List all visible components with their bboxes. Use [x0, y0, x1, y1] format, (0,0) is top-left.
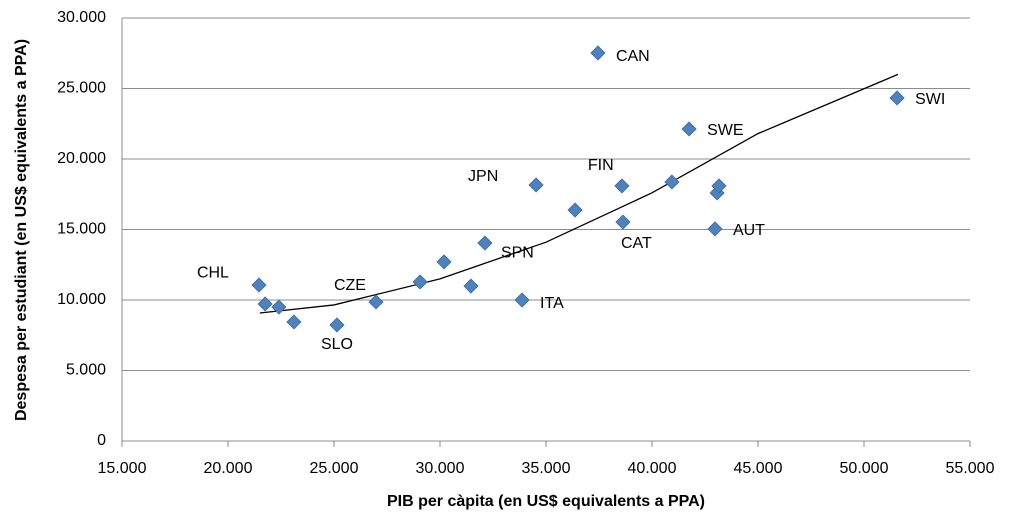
scatter-point [590, 45, 606, 61]
point-label: CHL [197, 264, 229, 281]
scatter-point [329, 317, 345, 333]
point-label: SWI [915, 91, 945, 108]
point-label: SLO [321, 336, 353, 353]
x-tick-label: 50.000 [840, 460, 889, 477]
scatter-point [889, 90, 905, 106]
x-tick-label: 35.000 [522, 460, 571, 477]
scatter-point [567, 202, 583, 218]
y-tick-label: 10.000 [57, 291, 106, 308]
scatter-point [681, 121, 697, 137]
y-tick-label: 30.000 [57, 9, 106, 26]
scatter-point [436, 254, 452, 270]
x-tick-label: 45.000 [734, 460, 783, 477]
scatter-point [271, 299, 287, 315]
x-tick-label: 40.000 [628, 460, 677, 477]
x-tick-label: 20.000 [204, 460, 253, 477]
scatter-point [368, 294, 384, 310]
point-label: SWE [707, 122, 743, 139]
scatter-point [664, 174, 680, 190]
scatter-point [711, 178, 727, 194]
point-label: CAT [621, 235, 652, 252]
point-label: FIN [588, 157, 614, 174]
point-label: JPN [468, 168, 498, 185]
x-axis-title: PIB per càpita (en US$ equivalents a PPA… [387, 493, 705, 510]
x-tick-label: 25.000 [310, 460, 359, 477]
scatter-point [528, 177, 544, 193]
x-tick-label: 30.000 [416, 460, 465, 477]
point-label: ITA [540, 295, 564, 312]
scatter-point [412, 274, 428, 290]
point-label: CAN [616, 48, 650, 65]
y-tick-label: 15.000 [57, 221, 106, 238]
scatter-point [477, 235, 493, 251]
point-label: SPN [501, 244, 534, 261]
point-label: AUT [733, 222, 765, 239]
scatter-point [463, 278, 479, 294]
scatter-point [286, 314, 302, 330]
y-tick-label: 20.000 [57, 150, 106, 167]
scatter-point [707, 221, 723, 237]
y-tick-label: 25.000 [57, 80, 106, 97]
x-tick-label: 55.000 [946, 460, 995, 477]
trendline [259, 73, 899, 314]
y-tick-label: 0 [97, 432, 106, 449]
x-tick-label: 15.000 [98, 460, 147, 477]
scatter-point [514, 292, 530, 308]
y-tick-label: 5.000 [66, 362, 106, 379]
scatter-point [257, 296, 273, 312]
y-axis-title: Despesa per estudiant (en US$ equivalent… [13, 39, 30, 421]
point-label: CZE [334, 277, 366, 294]
scatter-point [615, 214, 631, 230]
scatter-point [614, 178, 630, 194]
scatter-point [251, 277, 267, 293]
